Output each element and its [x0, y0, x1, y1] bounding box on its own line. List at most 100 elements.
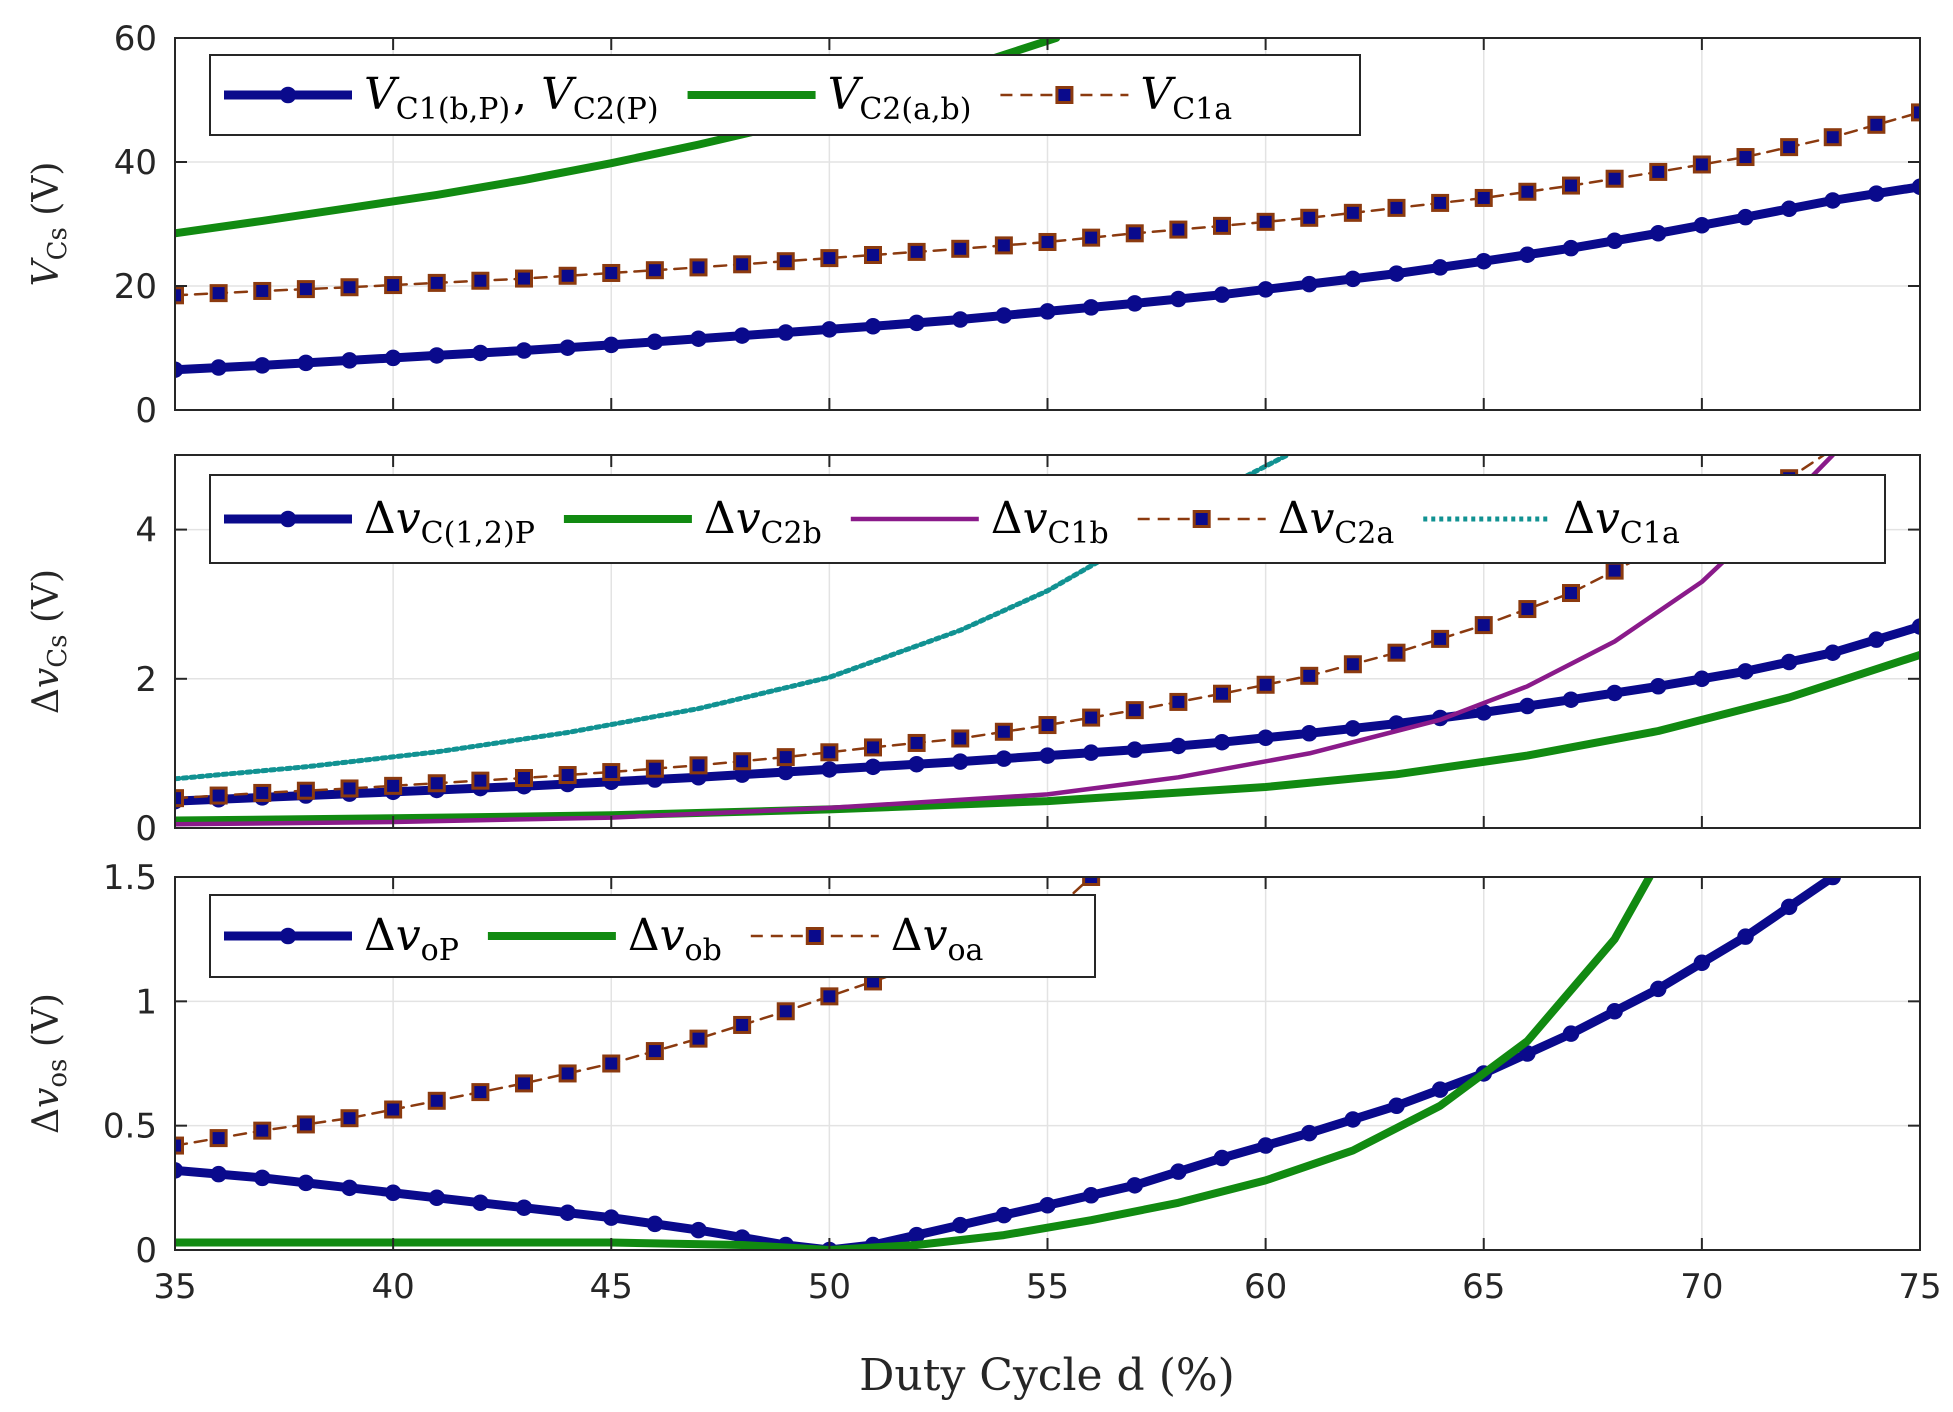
series-marker — [602, 1054, 621, 1073]
series-marker — [1126, 1177, 1143, 1194]
series-marker — [559, 339, 576, 356]
legend-marker — [805, 927, 824, 945]
series-marker — [1606, 232, 1623, 249]
series-marker — [1780, 138, 1799, 157]
series-marker — [254, 1169, 271, 1187]
x-tick-label: 50 — [808, 1267, 851, 1307]
series-marker — [471, 271, 490, 290]
series-marker — [1344, 270, 1362, 288]
series-marker — [1169, 220, 1188, 239]
series-marker — [1213, 733, 1231, 751]
series-marker — [1823, 128, 1842, 147]
series-marker — [821, 761, 838, 778]
y-tick-label: 1.5 — [103, 858, 157, 898]
series-marker — [1039, 303, 1056, 320]
series-marker — [1039, 1196, 1056, 1214]
y-axis-label: Δvos (V) — [26, 993, 73, 1134]
series-marker — [1780, 898, 1798, 916]
series-marker — [776, 252, 795, 271]
series-marker — [1170, 1163, 1187, 1180]
series-marker — [1082, 299, 1100, 316]
series-marker — [1693, 954, 1711, 972]
series-marker — [951, 729, 970, 748]
series-marker — [1256, 675, 1275, 694]
series-marker — [515, 769, 533, 788]
series-marker — [994, 236, 1013, 255]
series-marker — [253, 783, 272, 802]
series-marker — [690, 1221, 707, 1239]
legend: ΔvC(1,2)P ΔvC2b ΔvC1b ΔvC2a ΔvC1a — [209, 474, 1886, 564]
legend-label: VC1a — [1140, 69, 1235, 127]
series-marker — [1868, 185, 1885, 202]
y-tick-label: 60 — [114, 19, 157, 59]
series-marker — [1388, 1097, 1405, 1115]
x-tick-label: 65 — [1462, 1267, 1505, 1307]
series-group — [175, 877, 1841, 1250]
series-marker — [1562, 691, 1580, 708]
series-marker — [1518, 600, 1537, 619]
y-tick-label: 0.5 — [103, 1107, 157, 1147]
series-marker — [1650, 225, 1667, 242]
y-tick-label: 4 — [135, 511, 157, 551]
legend-label: ΔvC(1,2)P — [364, 493, 538, 551]
series-marker — [1824, 877, 1841, 886]
series-marker — [602, 263, 621, 282]
series-marker — [340, 779, 359, 798]
series-marker — [1474, 616, 1493, 635]
series-marker — [908, 755, 925, 773]
series-marker — [209, 786, 228, 805]
series-marker — [777, 763, 794, 781]
series-marker — [175, 1136, 184, 1155]
series-marker — [384, 776, 403, 795]
series-marker — [646, 1215, 664, 1233]
series-marker — [1519, 246, 1536, 263]
series-marker — [1736, 148, 1755, 167]
series-marker — [471, 771, 490, 790]
series-marker — [175, 361, 184, 378]
series-marker — [1605, 561, 1624, 580]
series-marker — [951, 239, 970, 258]
legend-marker — [1055, 86, 1074, 104]
legend-label: VC2(a,b) — [828, 69, 975, 127]
legend-label: ΔvC2a — [1278, 493, 1398, 551]
series-marker — [1431, 1081, 1449, 1098]
series-marker — [689, 258, 708, 277]
series-marker — [427, 1091, 446, 1110]
series-marker — [820, 743, 839, 762]
y-tick-label: 40 — [114, 143, 157, 183]
series-marker — [1126, 295, 1143, 312]
series-marker — [1562, 176, 1580, 195]
legend-label: Δvob — [628, 910, 725, 968]
series-marker — [340, 278, 359, 297]
series-marker — [471, 1083, 490, 1102]
series-marker — [1125, 701, 1144, 720]
series-marker — [296, 1115, 315, 1134]
series-marker — [1257, 729, 1274, 746]
x-tick-label: 35 — [153, 1267, 196, 1307]
series-marker — [515, 1199, 533, 1216]
series-marker — [733, 752, 752, 771]
series-marker — [733, 255, 752, 274]
series-marker — [1911, 618, 1920, 635]
series-marker — [1170, 290, 1187, 308]
series-marker — [733, 1015, 752, 1034]
x-axis-label: Duty Cycle d (%) — [859, 1350, 1235, 1401]
series-marker — [1780, 653, 1798, 671]
series-marker — [645, 1042, 664, 1061]
series-marker — [1038, 232, 1057, 251]
series-marker — [1082, 708, 1101, 727]
series-marker — [820, 249, 839, 268]
series-marker — [907, 242, 926, 261]
series-marker — [864, 318, 882, 335]
series-marker — [1911, 103, 1920, 122]
series-marker — [646, 333, 664, 351]
series-marker — [1213, 684, 1231, 703]
series-marker — [1387, 198, 1406, 217]
series-marker — [340, 1109, 359, 1128]
series-marker — [864, 738, 882, 757]
series-marker — [1562, 584, 1580, 603]
series-marker — [1606, 684, 1623, 702]
series-marker — [1867, 115, 1886, 134]
series-marker — [952, 753, 969, 770]
